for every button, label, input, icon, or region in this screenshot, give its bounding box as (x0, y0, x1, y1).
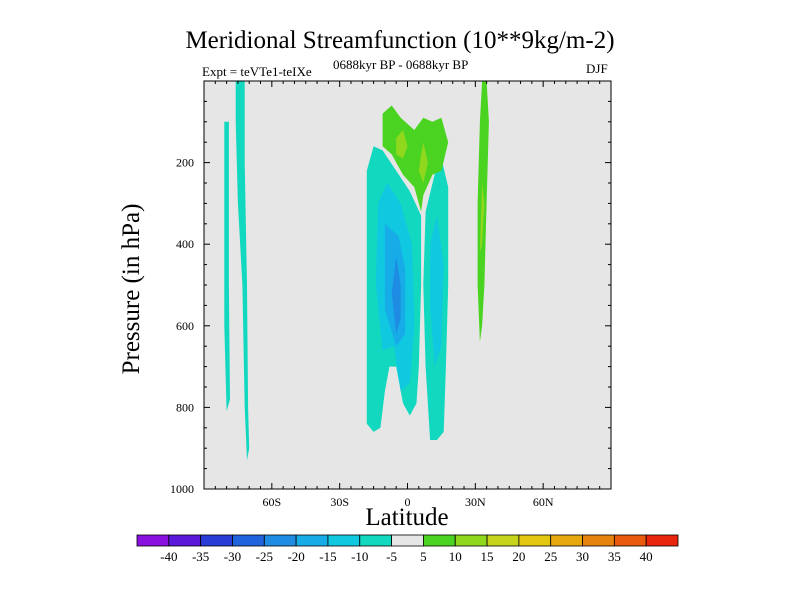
period-label: 0688kyr BP - 0688kyr BP (333, 57, 469, 72)
x-tick-label: 30S (330, 495, 349, 509)
colorbar-label: 35 (608, 549, 621, 564)
colorbar-label: -10 (351, 549, 368, 564)
experiment-label: Expt = teVTe1-teIXe (202, 64, 312, 79)
chart-title: Meridional Streamfunction (10**9kg/m-2) (185, 27, 615, 54)
y-tick-label: 800 (176, 400, 194, 414)
contour-upper-tropical-cell (382, 105, 449, 212)
colorbar-label: 30 (576, 549, 589, 564)
colorbar-swatch (391, 534, 424, 547)
colorbar-swatch (359, 534, 392, 547)
colorbar-swatch (295, 534, 329, 547)
x-tick-label: 60N (533, 495, 554, 509)
contour-tropical-north-core (430, 215, 444, 367)
colorbar-label: -30 (224, 549, 241, 564)
colorbar-swatch (423, 534, 456, 547)
contour-tropical-south-center (391, 256, 401, 334)
colorbar: -40 -35 -30 -25 -20 -15 -10 -5 5 10 15 20 25 30 35 40 (136, 534, 679, 564)
contour-northern-subtropical-core (479, 183, 485, 253)
contour-southern-polar-band (235, 81, 250, 461)
colorbar-label: -40 (160, 549, 177, 564)
colorbar-swatch (645, 534, 679, 547)
colorbar-label: 15 (481, 549, 494, 564)
colorbar-label: 5 (420, 549, 427, 564)
colorbar-swatch (263, 534, 297, 547)
colorbar-swatch (613, 534, 647, 547)
y-tick-label: 1000 (170, 482, 194, 496)
colorbar-label: 20 (512, 549, 525, 564)
colorbar-swatch (550, 534, 583, 547)
colorbar-swatch (232, 534, 265, 547)
contour-regions (224, 81, 489, 461)
colorbar-label: -20 (287, 549, 304, 564)
colorbar-label: -5 (386, 549, 397, 564)
colorbar-label: -15 (319, 549, 336, 564)
contour-upper-tropical-core-east (418, 142, 428, 183)
colorbar-label: 25 (544, 549, 557, 564)
colorbar-swatch (454, 534, 488, 547)
colorbar-swatch (200, 534, 233, 547)
contour-upper-tropical-core-west (396, 130, 408, 159)
colorbar-label: -25 (256, 549, 273, 564)
x-tick-label: 0 (405, 495, 411, 509)
colorbar-swatch (518, 534, 552, 547)
colorbar-swatch (136, 534, 170, 547)
colorbar-swatch (486, 534, 520, 547)
x-tick-label: 30N (465, 495, 486, 509)
colorbar-label: 40 (640, 549, 653, 564)
x-tick-label: 60S (262, 495, 281, 509)
colorbar-swatch (582, 534, 615, 547)
colorbar-swatch (168, 534, 202, 547)
colorbar-swatch (327, 534, 361, 547)
contour-southern-polar-band-west (224, 121, 230, 412)
axis-ticks: 60S 30S 0 30N 60N 200 400 600 800 1000 (170, 80, 612, 509)
y-tick-label: 600 (176, 319, 194, 333)
season-label: DJF (586, 61, 608, 76)
y-tick-label: 200 (176, 156, 194, 170)
colorbar-label: -35 (192, 549, 209, 564)
colorbar-label: 10 (449, 549, 462, 564)
y-tick-label: 400 (176, 237, 194, 251)
x-axis-label: Latitude (365, 504, 449, 531)
